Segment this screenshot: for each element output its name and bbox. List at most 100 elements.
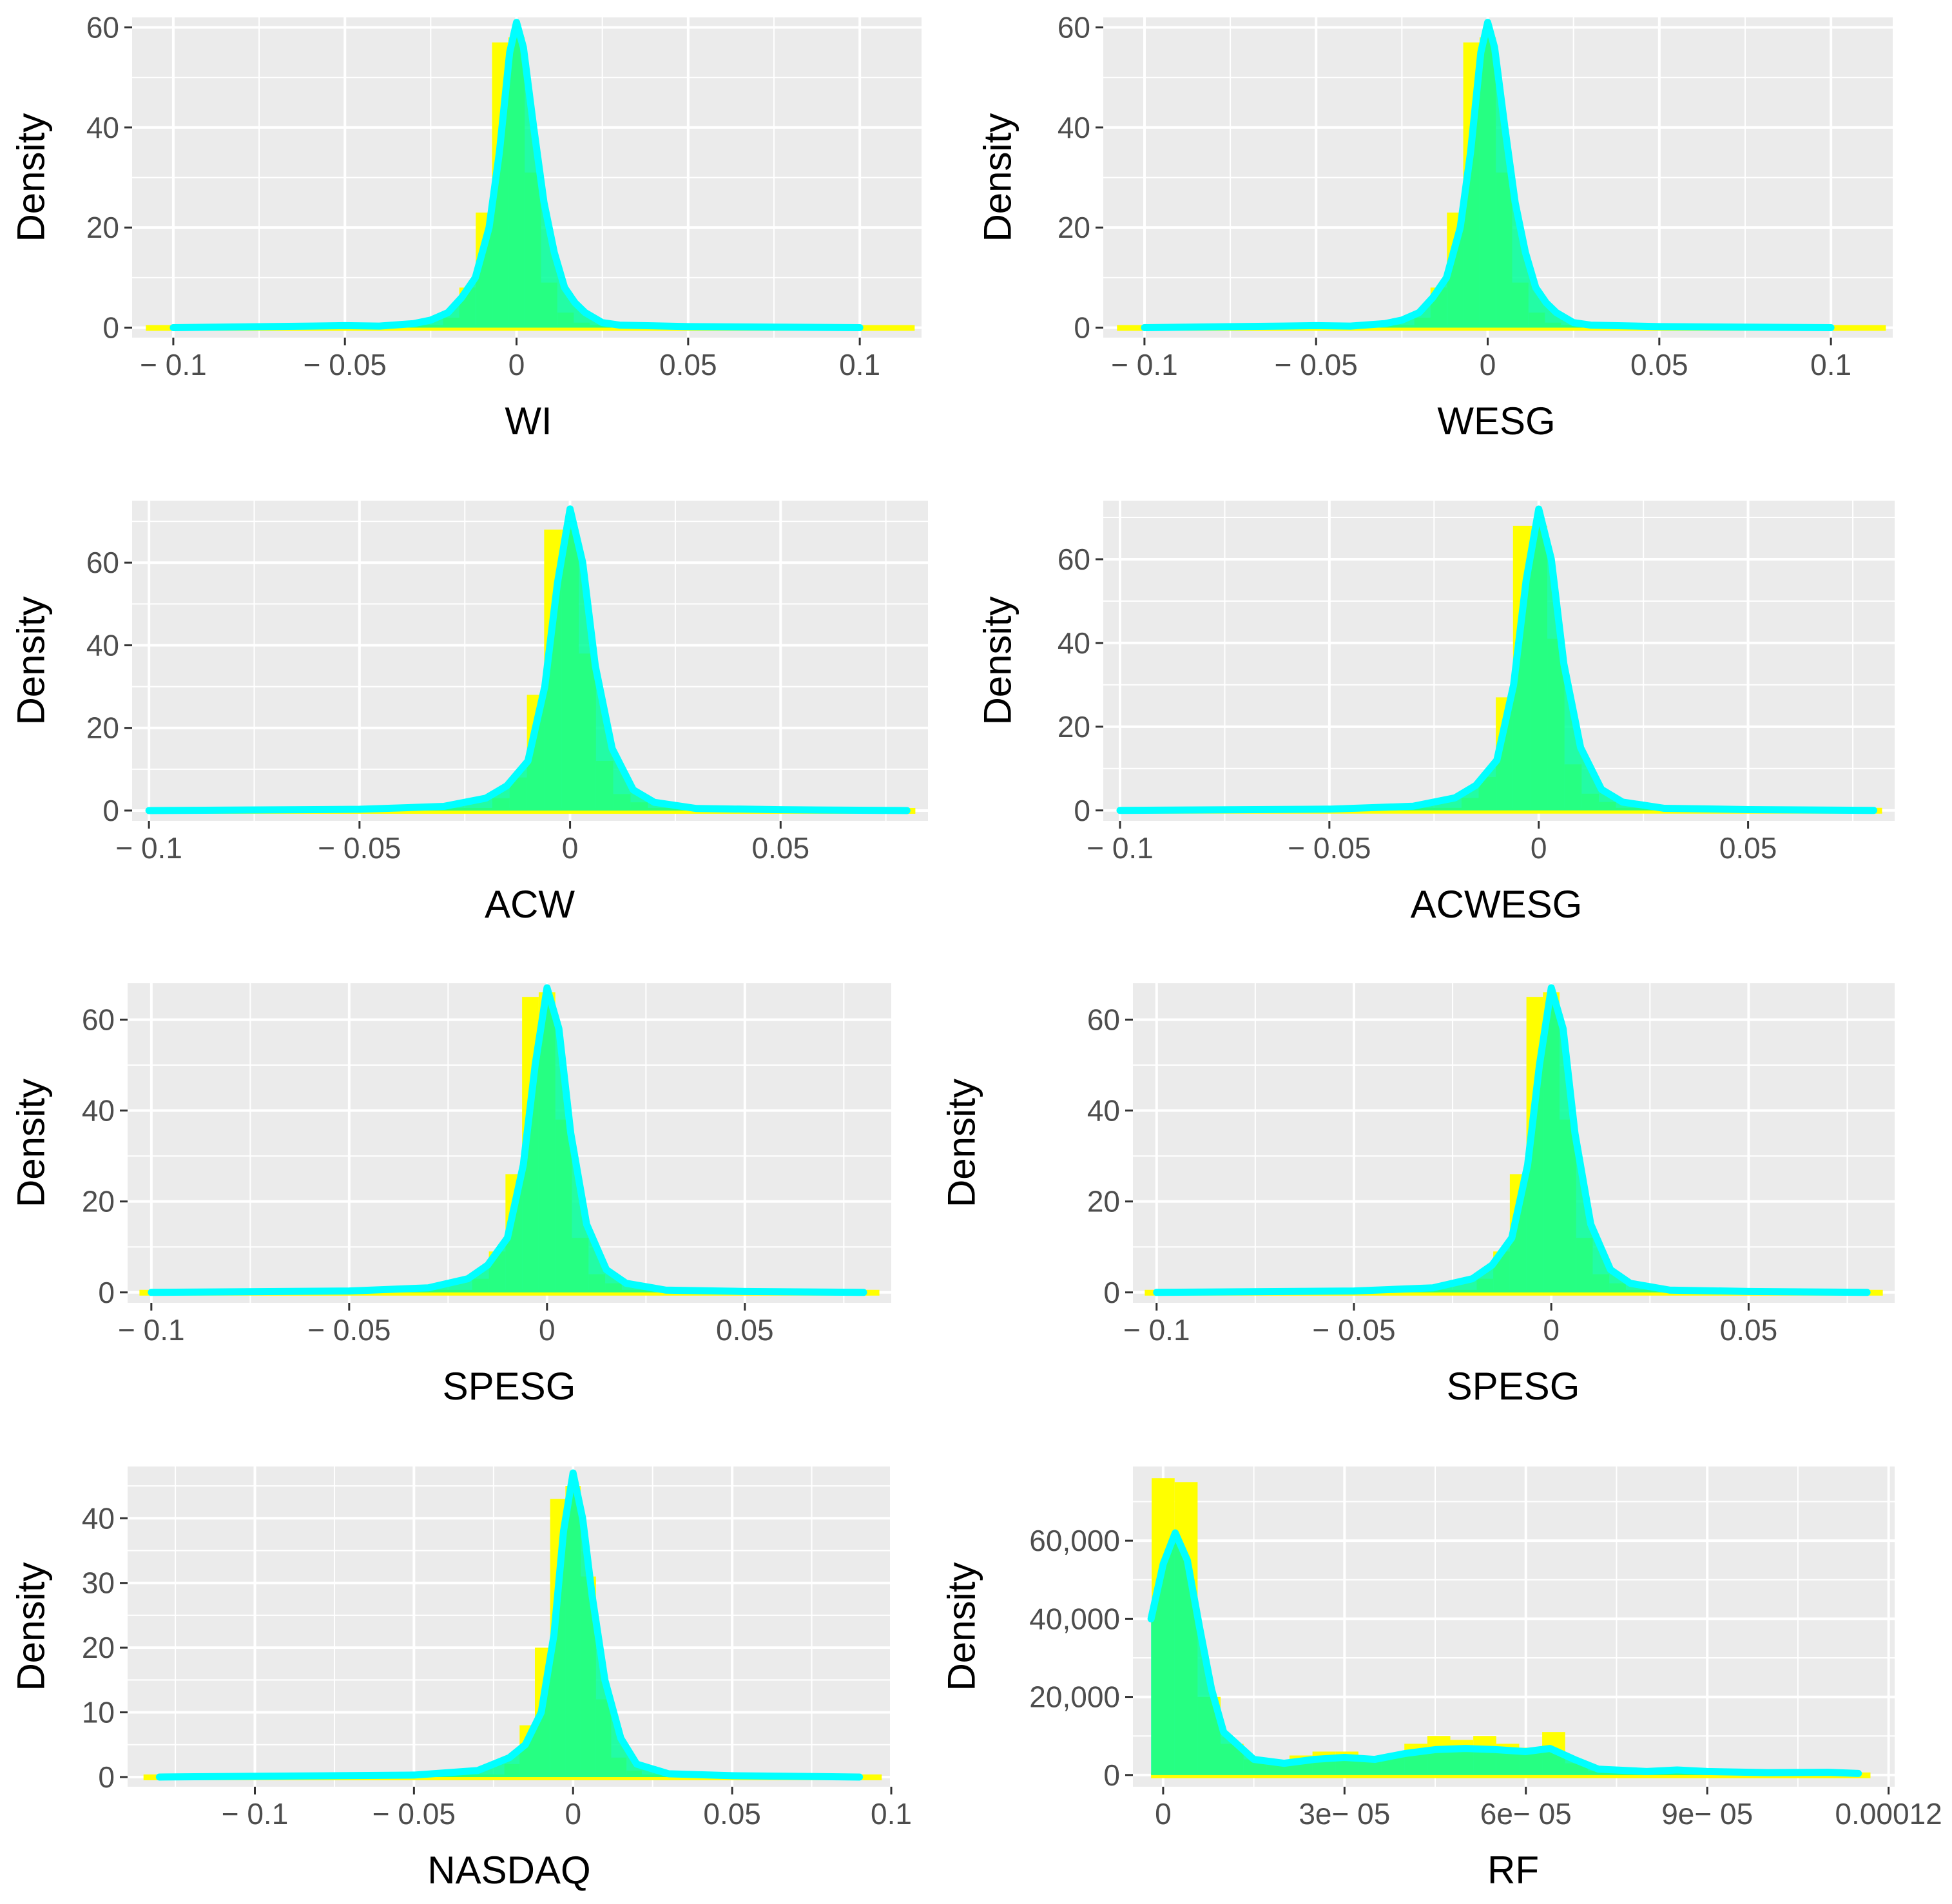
density-area (173, 22, 860, 328)
histogram-baseline-bar (143, 1774, 882, 1780)
x-tick-label: 0.05 (716, 1313, 774, 1347)
y-axis-title: Density (10, 1079, 53, 1207)
y-tick-label: 60 (1087, 1003, 1120, 1036)
histogram-baseline-bar (1117, 325, 1886, 331)
x-tick-label: − 0.1 (1123, 1313, 1190, 1347)
y-tick-label: 20 (1058, 710, 1090, 744)
panel-spesg-1: − 0.1 − 0.05 0 0.05 0 20 40 60 SPESG Density (10, 983, 891, 1408)
x-tick-label: 0 (1531, 831, 1547, 865)
y-tick-label: 20 (1058, 211, 1090, 244)
x-tick-label: 0.05 (659, 348, 717, 381)
x-tick-label: 0.05 (703, 1797, 761, 1831)
x-tick-label: − 0.05 (1288, 831, 1371, 865)
x-axis-title: ACWESG (1411, 883, 1583, 926)
x-tick-label: 0.00012 (1835, 1797, 1942, 1831)
histogram-baseline-bar (146, 325, 915, 331)
density-line (155, 1469, 864, 1781)
x-tick-label: 0 (508, 348, 525, 381)
histogram-baseline-bar (149, 807, 916, 814)
y-tick-label: 40 (82, 1501, 115, 1535)
panel-spesg-2: − 0.1 − 0.05 0 0.05 0 20 40 60 SPESG Density (940, 983, 1895, 1408)
y-tick-label: 60 (86, 546, 119, 579)
x-tick-label: 6e− 05 (1480, 1797, 1572, 1831)
density-line (1147, 1529, 1862, 1777)
x-axis-title: SPESG (1447, 1365, 1580, 1408)
y-tick-label: 0 (102, 311, 119, 344)
y-tick-label: 40,000 (1029, 1602, 1120, 1635)
x-tick-label: − 0.05 (372, 1797, 456, 1831)
histogram-baseline-bar (1151, 1772, 1871, 1778)
x-tick-label: 0 (562, 831, 579, 865)
x-axis-title: WESG (1437, 399, 1555, 443)
y-tick-label: 60 (86, 11, 119, 44)
panel-acw: − 0.1 − 0.05 0 0.05 0 20 40 60 ACW Density (10, 501, 928, 926)
y-axis-title: Density (10, 1562, 53, 1691)
y-tick-label: 60,000 (1029, 1524, 1120, 1557)
y-tick-label: 60 (1058, 11, 1090, 44)
y-tick-label: 0 (1074, 794, 1090, 827)
y-tick-label: 60 (82, 1003, 115, 1036)
y-axis-title: Density (940, 1562, 983, 1691)
y-tick-label: 0 (102, 794, 119, 827)
x-tick-label: 0 (1155, 1797, 1172, 1831)
x-tick-label: 3e− 05 (1299, 1797, 1390, 1831)
density-line (1141, 19, 1835, 331)
density-line (148, 984, 867, 1296)
y-tick-label: 10 (82, 1696, 115, 1729)
x-tick-label: − 0.1 (115, 831, 182, 865)
x-axis-title: ACW (485, 883, 575, 926)
density-line (1153, 984, 1871, 1296)
y-axis-title: Density (10, 113, 53, 242)
panel-acwesg: − 0.1 − 0.05 0 0.05 0 20 40 60 ACWESG Density (976, 501, 1895, 926)
x-tick-label: 0.05 (752, 831, 810, 865)
y-axis-title: Density (976, 596, 1019, 725)
x-axis-title: NASDAQ (427, 1849, 590, 1892)
x-tick-label: − 0.1 (118, 1313, 185, 1347)
x-axis-title: RF (1487, 1849, 1539, 1892)
panel-nasdaq: − 0.1 − 0.05 0 0.05 0.1 0 10 20 30 40 NASDAQ Densit… (10, 1466, 912, 1892)
y-tick-label: 60 (1058, 543, 1090, 576)
x-tick-label: 0.05 (1720, 1313, 1778, 1347)
y-tick-label: 40 (1058, 626, 1090, 660)
x-tick-label: − 0.05 (307, 1313, 391, 1347)
y-axis-title: Density (10, 596, 53, 725)
density-line (169, 19, 864, 331)
y-tick-label: 20,000 (1029, 1680, 1120, 1714)
y-tick-label: 20 (86, 711, 119, 745)
y-axis-title: Density (976, 113, 1019, 242)
x-tick-label: − 0.1 (1087, 831, 1154, 865)
y-tick-label: 40 (1058, 111, 1090, 144)
x-tick-label: − 0.1 (222, 1797, 289, 1831)
y-tick-label: 20 (86, 211, 119, 244)
histogram-baseline-bar (1119, 807, 1882, 814)
y-tick-label: 30 (82, 1566, 115, 1600)
y-tick-label: 20 (1087, 1185, 1120, 1218)
x-tick-label: − 0.1 (140, 348, 207, 381)
y-tick-label: 40 (1087, 1094, 1120, 1128)
panel-background (128, 1466, 891, 1787)
y-tick-label: 0 (1103, 1276, 1120, 1309)
x-tick-label: − 0.05 (304, 348, 387, 381)
y-tick-label: 0 (1103, 1758, 1120, 1792)
density-area (1151, 1533, 1859, 1775)
x-tick-label: 0 (1543, 1313, 1560, 1347)
x-axis-title: SPESG (443, 1365, 576, 1408)
density-line (1116, 505, 1878, 814)
panel-background (1133, 1466, 1895, 1787)
x-tick-label: 0.1 (839, 348, 880, 381)
y-tick-label: 40 (86, 628, 119, 662)
y-axis-title: Density (940, 1079, 983, 1207)
y-tick-label: 0 (1074, 311, 1090, 344)
histogram-baseline-bar (1145, 1289, 1883, 1296)
y-tick-label: 20 (82, 1631, 115, 1664)
x-tick-label: 0.1 (1810, 348, 1851, 381)
x-tick-label: 0 (565, 1797, 581, 1831)
density-line (145, 505, 911, 814)
x-tick-label: − 0.05 (318, 831, 401, 865)
y-tick-label: 0 (98, 1276, 115, 1309)
x-tick-label: − 0.05 (1312, 1313, 1395, 1347)
x-tick-label: 0 (539, 1313, 556, 1347)
x-tick-label: 0.05 (1630, 348, 1688, 381)
panel-wesg: − 0.1 − 0.05 0 0.05 0.1 0 20 40 60 WESG Density (976, 11, 1893, 443)
